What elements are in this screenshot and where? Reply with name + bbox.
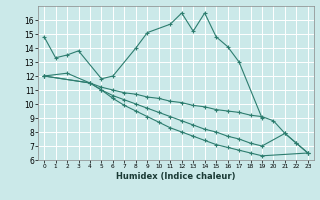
X-axis label: Humidex (Indice chaleur): Humidex (Indice chaleur)	[116, 172, 236, 181]
